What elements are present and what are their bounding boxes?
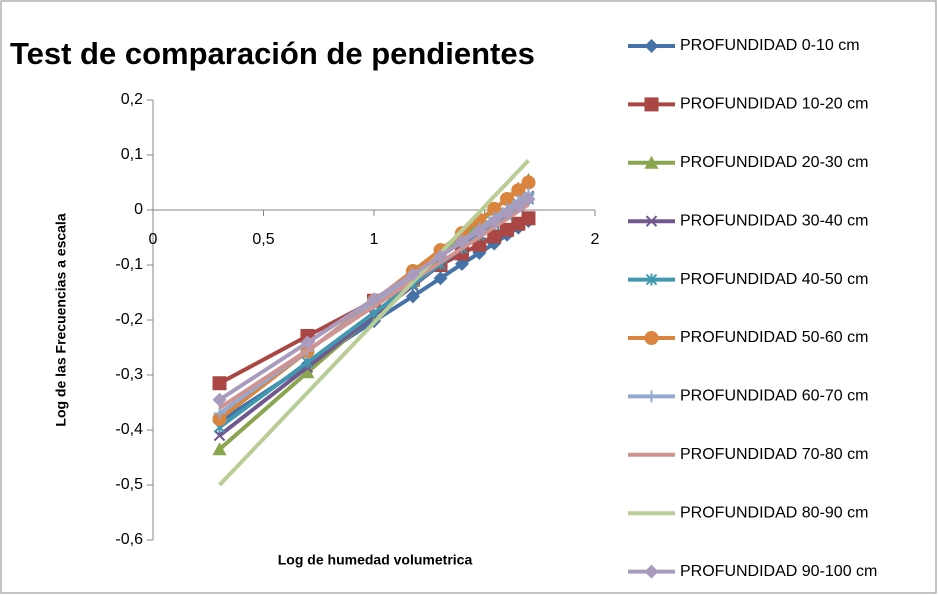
legend-label: PROFUNDIDAD 70-80 cm	[680, 446, 868, 463]
marker	[500, 222, 515, 237]
marker	[487, 214, 502, 229]
marker	[472, 223, 487, 238]
marker	[521, 175, 536, 190]
x-axis-label: Log de humedad volumetrica	[278, 552, 473, 568]
marker	[433, 271, 448, 286]
legend-label: PROFUNDIDAD 60-70 cm	[680, 388, 868, 405]
marker	[212, 442, 227, 456]
y-tick-label: 0,2	[121, 91, 143, 108]
marker	[300, 365, 315, 379]
marker	[521, 211, 536, 226]
y-tick-label: 0	[134, 201, 143, 218]
legend-label: PROFUNDIDAD 10-20 cm	[680, 96, 868, 113]
legend-marker	[644, 564, 659, 579]
x-tick-label: 0,5	[252, 231, 274, 248]
marker	[433, 249, 448, 264]
legend-label: PROFUNDIDAD 80-90 cm	[680, 504, 868, 521]
marker	[405, 267, 420, 282]
marker	[212, 376, 227, 391]
marker	[212, 392, 227, 407]
x-tick-label: 2	[591, 231, 600, 248]
legend-marker	[644, 155, 659, 169]
legend-label: PROFUNDIDAD 20-30 cm	[680, 154, 868, 171]
marker	[521, 192, 536, 206]
legend-label: PROFUNDIDAD 40-50 cm	[680, 271, 868, 288]
legend-marker	[644, 331, 659, 345]
marker	[511, 198, 526, 213]
legend-label: PROFUNDIDAD 90-100 cm	[680, 563, 877, 580]
y-tick-label: 0,1	[121, 146, 143, 163]
y-tick-label: -0,1	[115, 256, 143, 273]
legend-label: PROFUNDIDAD 50-60 cm	[680, 329, 868, 346]
x-tick-label: 0	[149, 231, 158, 248]
legend-marker	[645, 390, 658, 403]
y-axis-label: Log de las Frecuencias a escala	[53, 213, 69, 426]
legend-marker	[644, 97, 659, 112]
legend-marker	[644, 39, 659, 53]
marker	[487, 201, 502, 216]
marker	[213, 407, 226, 420]
chart-title: Test de comparación de pendientes	[10, 36, 535, 71]
marker	[500, 205, 515, 220]
marker	[487, 229, 502, 244]
marker	[511, 183, 526, 198]
y-tick-label: -0,4	[115, 421, 143, 438]
y-tick-label: -0,6	[115, 531, 143, 548]
marker	[500, 192, 515, 206]
y-tick-label: -0,5	[115, 476, 143, 493]
marker	[454, 234, 469, 249]
y-tick-label: -0,3	[115, 366, 143, 383]
marker	[405, 289, 420, 304]
legend-label: PROFUNDIDAD 30-40 cm	[680, 212, 868, 229]
x-tick-label: 1	[370, 231, 379, 248]
y-tick-label: -0,2	[115, 311, 143, 328]
marker	[213, 429, 226, 442]
series-line	[218, 159, 530, 487]
legend-label: PROFUNDIDAD 0-10 cm	[680, 37, 860, 54]
legend-marker	[645, 215, 658, 227]
legend-marker	[645, 273, 658, 286]
marker	[300, 335, 315, 350]
marker	[367, 292, 381, 307]
